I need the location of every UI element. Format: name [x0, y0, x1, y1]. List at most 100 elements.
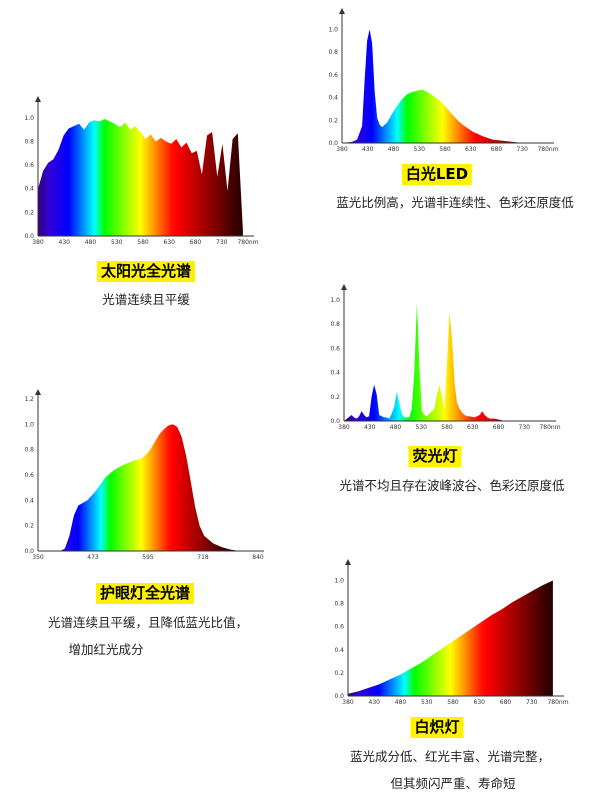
y-tick-label: 0.0 — [328, 140, 338, 147]
y-tick-label: 0.4 — [328, 95, 338, 102]
white-led-title: 白光LED — [401, 164, 473, 185]
y-tick-label: 0.2 — [334, 670, 344, 677]
eye-care-description-line1: 光谱连续且平缓，且降低蓝光比值， — [47, 615, 249, 630]
y-tick-label: 0.6 — [334, 624, 344, 631]
x-tick-label: 680 — [190, 239, 202, 246]
y-tick-label: 0.8 — [334, 601, 344, 608]
x-tick-label: 430 — [362, 146, 374, 153]
y-tick-label: 0.2 — [24, 209, 34, 216]
x-tick-label: 430 — [369, 699, 381, 706]
sunlight-description: 光谱连续且平缓 — [102, 292, 190, 307]
x-tick-label: 480 — [388, 146, 400, 153]
y-tick-label: 0.0 — [24, 548, 34, 555]
x-tick-label: 595 — [142, 554, 154, 561]
y-tick-label: 0.6 — [328, 72, 338, 79]
x-tick-label: 580 — [441, 424, 453, 431]
y-tick-label: 0.8 — [24, 447, 34, 454]
y-axis-arrow — [35, 389, 41, 395]
y-tick-label: 1.0 — [330, 297, 340, 304]
y-axis-arrow — [339, 8, 345, 14]
x-tick-label: 430 — [59, 239, 71, 246]
y-tick-label: 1.0 — [334, 578, 344, 585]
y-tick-label: 1.0 — [24, 421, 34, 428]
x-tick-label: 530 — [421, 699, 433, 706]
y-tick-label: 0.4 — [24, 497, 34, 504]
x-tick-label: 430 — [364, 424, 376, 431]
x-tick-label: 380 — [342, 699, 354, 706]
y-tick-label: 0.6 — [24, 472, 34, 479]
y-tick-label: 0.6 — [330, 345, 340, 352]
x-tick-label: 730 — [216, 239, 228, 246]
eye-care-spectrum-chart: 350 473 595 718 840 0.0 0.2 0.4 0.6 0.8 1.0 1.2 — [24, 389, 264, 561]
x-tick-label: 680 — [491, 146, 503, 153]
y-axis-arrow — [345, 559, 351, 565]
incandescent-description-line2: 但其频闪严重、寿命短 — [390, 776, 516, 791]
x-tick-label: 630 — [467, 424, 479, 431]
x-tick-label: 780nm — [537, 146, 558, 153]
x-tick-label: 530 — [111, 239, 123, 246]
sunlight-title: 太阳光全光谱 — [96, 261, 196, 282]
y-axis-arrow — [341, 284, 347, 290]
x-tick-label: 380 — [32, 239, 44, 246]
x-tick-label: 580 — [447, 699, 459, 706]
x-tick-label: 630 — [164, 239, 176, 246]
eye-care-description-line2: 增加红光成分 — [68, 642, 144, 657]
x-tick-label: 840 — [252, 554, 264, 561]
spectrum-area — [348, 580, 553, 696]
x-tick-label: 480 — [85, 239, 97, 246]
x-tick-label: 580 — [137, 239, 149, 246]
x-tick-label: 380 — [336, 146, 348, 153]
y-tick-label: 0.8 — [330, 321, 340, 328]
white-led-panel: 380 430 480 530 580 630 680 730 780nm 0.0 0.2 0.4 0.… — [300, 0, 614, 230]
y-tick-label: 0.0 — [330, 418, 340, 425]
incandescent-panel: 380 430 480 530 580 630 680 730 780nm 0.0 0.2 0.4 0.… — [300, 555, 614, 803]
y-tick-label: 0.6 — [24, 162, 34, 169]
x-tick-label: 730 — [517, 146, 529, 153]
x-tick-label: 680 — [500, 699, 512, 706]
spectrum-area — [342, 29, 543, 143]
incandescent-title: 白炽灯 — [410, 717, 464, 738]
white-led-description: 蓝光比例高，光谱非连续性、色彩还原度低 — [336, 195, 574, 210]
fluorescent-description: 光谱不均且存在波峰波谷、色彩还原度低 — [339, 478, 565, 493]
y-tick-label: 1.0 — [328, 26, 338, 33]
x-tick-label: 718 — [197, 554, 209, 561]
x-tick-label: 380 — [338, 424, 350, 431]
white-led-spectrum-chart: 380 430 480 530 580 630 680 730 780nm 0.0 0.2 0.4 0.… — [328, 8, 559, 153]
y-tick-label: 0.0 — [334, 693, 344, 700]
spectrum-area — [38, 424, 258, 551]
y-tick-label: 0.4 — [330, 370, 340, 377]
x-tick-label: 780nm — [547, 699, 568, 706]
fluorescent-spectrum-chart: 380 430 480 530 580 630 680 730 780nm 0.0 0.2 0.4 0.… — [330, 284, 561, 431]
incandescent-description-line1: 蓝光成分低、红光丰富、光谱完整， — [349, 749, 551, 764]
spectrum-point — [416, 302, 417, 303]
eye-care-title: 护眼灯全光谱 — [95, 583, 195, 604]
x-tick-label: 480 — [390, 424, 402, 431]
y-tick-label: 0.2 — [24, 523, 34, 530]
y-tick-label: 0.8 — [24, 138, 34, 145]
sunlight-spectrum-chart: 380 430 480 530 580 630 680 730 780nm 0.0 0.2 0.4 0.… — [24, 96, 259, 246]
y-tick-label: 1.2 — [24, 396, 34, 403]
y-tick-label: 0.4 — [24, 186, 34, 193]
y-axis-arrow — [35, 96, 41, 102]
spectrum-area — [344, 302, 545, 421]
x-tick-label: 730 — [526, 699, 538, 706]
x-tick-label: 350 — [32, 554, 44, 561]
fluorescent-panel: 380 430 480 530 580 630 680 730 780nm 0.0 0.2 0.4 0.… — [300, 280, 614, 510]
x-tick-label: 780nm — [237, 239, 258, 246]
x-tick-label: 530 — [416, 424, 428, 431]
y-tick-label: 0.0 — [24, 233, 34, 240]
sunlight-panel: 380 430 480 530 580 630 680 730 780nm 0.0 0.2 0.4 0.… — [0, 0, 300, 320]
x-tick-label: 730 — [519, 424, 531, 431]
x-tick-label: 630 — [474, 699, 486, 706]
x-tick-label: 630 — [465, 146, 477, 153]
y-tick-label: 0.4 — [334, 647, 344, 654]
incandescent-spectrum-chart: 380 430 480 530 580 630 680 730 780nm 0.0 0.2 0.4 0.… — [334, 559, 569, 706]
y-tick-label: 0.2 — [330, 394, 340, 401]
x-tick-label: 680 — [493, 424, 505, 431]
y-tick-label: 0.2 — [328, 117, 338, 124]
fluorescent-title: 荧光灯 — [408, 446, 462, 467]
x-tick-label: 580 — [439, 146, 451, 153]
x-tick-label: 780nm — [539, 424, 560, 431]
x-tick-label: 480 — [395, 699, 407, 706]
x-tick-label: 473 — [87, 554, 99, 561]
